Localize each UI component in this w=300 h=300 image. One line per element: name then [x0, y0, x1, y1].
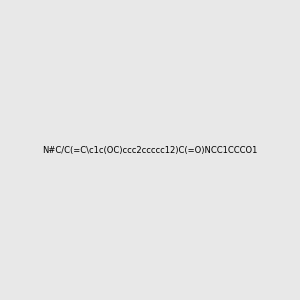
Text: N#C/C(=C\c1c(OC)ccc2ccccc12)C(=O)NCC1CCCO1: N#C/C(=C\c1c(OC)ccc2ccccc12)C(=O)NCC1CCC… — [42, 146, 258, 154]
